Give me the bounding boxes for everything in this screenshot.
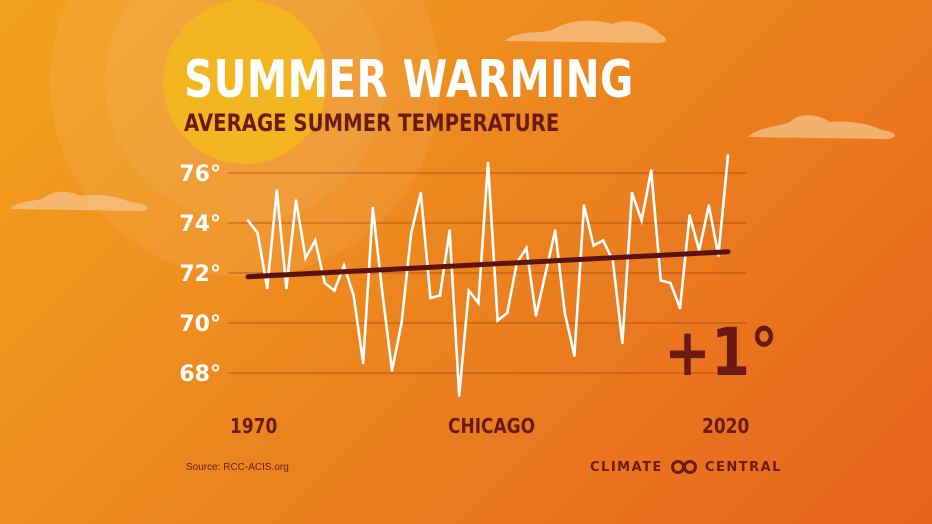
data-point: [285, 286, 288, 290]
data-point: [678, 306, 682, 310]
data-point: [323, 281, 327, 285]
data-point: [409, 231, 413, 235]
data-point: [448, 229, 451, 232]
y-tick-label: 74°: [179, 212, 221, 237]
data-point: [621, 341, 624, 345]
page-subtitle: AVERAGE SUMMER TEMPERATURE: [184, 109, 560, 137]
data-point: [659, 279, 663, 282]
change-label: +1°: [664, 314, 779, 391]
y-tick-label: 72°: [179, 262, 221, 287]
data-point: [534, 314, 538, 317]
x-tick-label-start: 1970: [230, 414, 278, 438]
data-point: [496, 319, 499, 322]
data-point: [563, 311, 567, 315]
brand-text-left: CLIMATE: [590, 459, 663, 475]
data-point: [256, 231, 259, 235]
data-point: [304, 256, 307, 260]
data-point: [640, 219, 643, 222]
x-tick-label-end: 2020: [702, 414, 750, 438]
data-point: [429, 296, 432, 300]
data-point: [371, 206, 375, 210]
data-point: [544, 271, 547, 275]
location-label: CHICAGO: [448, 414, 536, 438]
data-point: [601, 239, 605, 242]
cloud-right: [748, 115, 895, 139]
data-point: [390, 369, 394, 372]
data-point: [553, 229, 557, 232]
data-point: [630, 191, 634, 195]
data-point: [265, 286, 269, 290]
trend-line: [245, 249, 731, 280]
data-point: [649, 169, 653, 172]
cloud-left: [10, 191, 148, 211]
page-title: SUMMER WARMING: [184, 50, 634, 110]
data-point: [525, 246, 528, 250]
source-note: Source: RCC-ACIS.org: [186, 462, 289, 473]
data-point: [582, 204, 586, 207]
data-point: [457, 394, 461, 397]
data-point: [313, 239, 317, 242]
data-point: [726, 154, 730, 157]
data-point: [333, 289, 336, 292]
data-point: [467, 289, 471, 292]
data-point: [361, 361, 365, 365]
y-tick-label: 68°: [179, 362, 221, 387]
data-point: [275, 189, 279, 192]
data-point: [477, 301, 480, 305]
data-point: [381, 291, 384, 295]
y-axis-ticks: 68° 70° 72° 74° 76°: [179, 162, 221, 387]
linked-rings-icon: [670, 460, 697, 474]
data-point: [438, 294, 442, 297]
cloud-top-right: [505, 20, 666, 43]
y-tick-label: 76°: [179, 162, 221, 187]
y-tick-label: 70°: [179, 312, 221, 337]
data-point: [419, 191, 423, 195]
data-point: [486, 161, 490, 165]
data-point: [352, 294, 355, 297]
data-point: [707, 204, 711, 207]
data-point: [573, 354, 576, 357]
data-point: [669, 281, 672, 285]
data-point: [246, 219, 250, 222]
data-point: [717, 254, 720, 257]
data-point: [294, 199, 298, 202]
data-point: [592, 244, 595, 247]
data-point: [400, 321, 403, 325]
data-point: [342, 264, 346, 267]
brand-text-right: CENTRAL: [704, 459, 782, 475]
data-points: [246, 154, 730, 397]
brand-logo: CLIMATE CENTRAL: [590, 459, 782, 475]
data-point: [505, 311, 509, 315]
sun: [163, 0, 327, 164]
data-point: [688, 214, 691, 217]
